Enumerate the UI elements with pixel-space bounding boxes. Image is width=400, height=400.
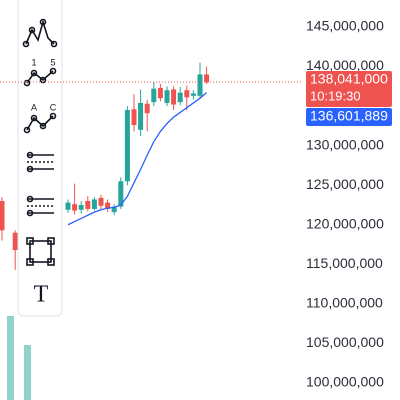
candle-body — [111, 206, 117, 213]
candle-body — [157, 87, 163, 99]
candle-body — [0, 201, 5, 231]
tool-icon[interactable] — [22, 18, 58, 48]
y-tick-label: 145,000,000 — [306, 18, 384, 34]
tool-label: 1 — [31, 57, 36, 67]
candle-body — [72, 204, 78, 211]
candle-body — [184, 90, 190, 98]
candle-body — [98, 197, 104, 206]
y-tick-label: 120,000,000 — [306, 215, 384, 231]
tool-icon[interactable] — [26, 237, 55, 266]
y-tick-label: 125,000,000 — [306, 176, 384, 192]
candle-body — [85, 201, 91, 209]
tool-label: 5 — [50, 57, 55, 67]
countdown-label: 10:19:30 — [310, 88, 361, 103]
candle-body — [204, 74, 210, 83]
last-price-label: 138,041,000 — [310, 71, 388, 87]
plot — [0, 62, 210, 270]
tool-icon[interactable] — [26, 195, 54, 217]
volume-bar — [24, 345, 31, 400]
candle-body — [144, 103, 150, 114]
candle-body — [118, 181, 124, 207]
candle-body — [105, 202, 111, 209]
candle-body — [197, 74, 203, 96]
ma-price-badge — [306, 108, 392, 127]
toolbar-panel — [17, 0, 63, 317]
candle-body — [78, 204, 84, 210]
candle-body — [190, 93, 196, 96]
last-price-badge — [306, 71, 392, 108]
y-tick-label: 100,000,000 — [306, 374, 384, 390]
y-tick-label: 110,000,000 — [306, 295, 383, 311]
tool-icon[interactable]: A C — [23, 102, 57, 134]
text-tool[interactable]: T — [34, 282, 49, 308]
moving-average — [67, 92, 208, 226]
tool-label: C — [50, 102, 57, 112]
candle-body — [131, 109, 137, 126]
tool-icon[interactable]: 1 5 — [23, 57, 57, 87]
y-tick-label: 105,000,000 — [306, 334, 384, 350]
toolbar: 1 5 A C T — [17, 0, 63, 317]
candle-body — [124, 110, 130, 182]
y-tick-label: 140,000,000 — [306, 57, 384, 73]
candle-body — [151, 88, 157, 103]
candle-body — [177, 92, 183, 103]
candle-body — [138, 102, 144, 130]
y-tick-label: 115,000,000 — [306, 255, 383, 271]
candle-body — [91, 199, 97, 209]
tool-icon[interactable] — [26, 151, 54, 173]
ma-price-label: 136,601,889 — [310, 108, 388, 124]
volume-bar — [7, 316, 14, 400]
y-tick-label: 130,000,000 — [306, 136, 384, 152]
candle-body — [171, 89, 177, 105]
candle-body — [12, 232, 18, 251]
tool-label: A — [31, 102, 37, 112]
candle-body — [164, 90, 170, 103]
candle-body — [65, 202, 71, 210]
